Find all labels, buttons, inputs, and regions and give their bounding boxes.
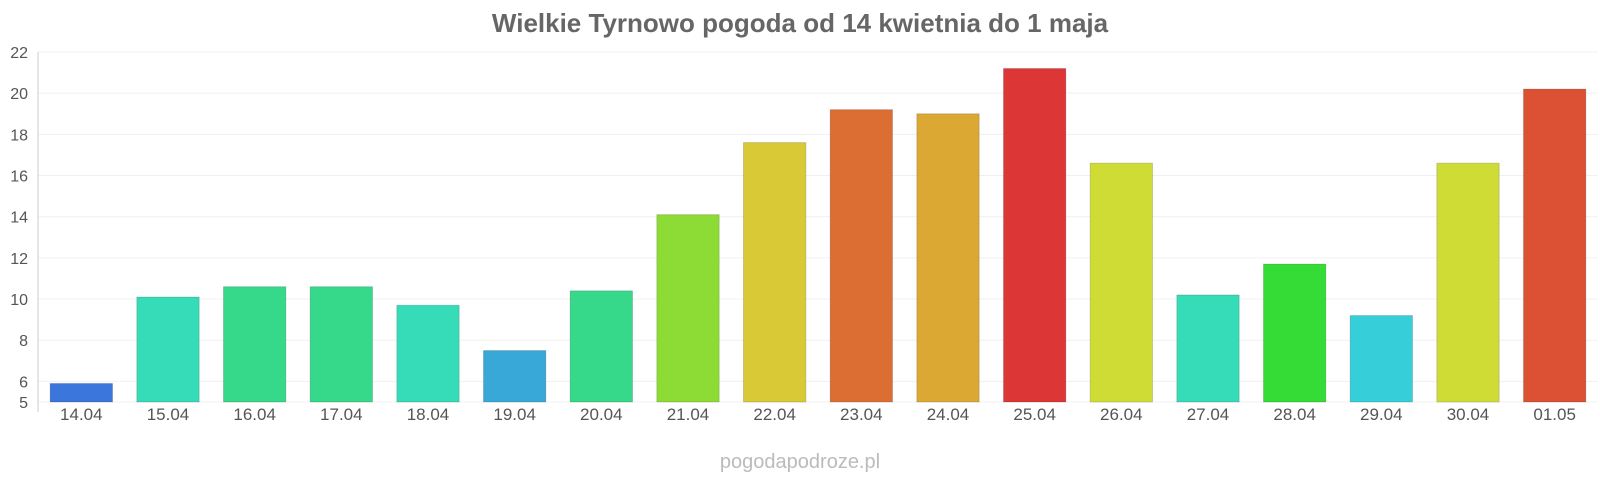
- bar-30.04: [1436, 162, 1500, 403]
- x-tick-label: 26.04: [1100, 405, 1143, 424]
- x-tick-label: 20.04: [580, 405, 623, 424]
- x-tick-label: 19.04: [493, 405, 536, 424]
- x-tick-label: 17.04: [320, 405, 363, 424]
- bar-20.04: [569, 290, 634, 403]
- x-tick-label: 27.04: [1187, 405, 1230, 424]
- y-tick-label: 6: [19, 374, 28, 391]
- bar-25.04: [1002, 67, 1067, 403]
- bar-17.04: [309, 286, 374, 403]
- bar-23.04: [829, 109, 894, 403]
- bar-18.04: [396, 304, 460, 403]
- y-tick-label: 10: [10, 292, 28, 309]
- y-tick-label: 5: [19, 395, 28, 412]
- bar-14.04: [49, 382, 114, 403]
- bars: [49, 67, 1587, 403]
- y-tick-label: 14: [10, 210, 28, 227]
- bar-15.04: [136, 296, 200, 403]
- x-tick-label: 28.04: [1273, 405, 1316, 424]
- bar-01.05: [1522, 88, 1587, 403]
- bar-22.04: [742, 142, 807, 403]
- x-tick-label: 25.04: [1013, 405, 1056, 424]
- y-tick-label: 8: [19, 333, 28, 350]
- x-tick-label: 18.04: [407, 405, 450, 424]
- y-tick-label: 16: [10, 169, 28, 186]
- x-tick-label: 16.04: [233, 405, 276, 424]
- bar-26.04: [1089, 162, 1154, 403]
- x-tick-label: 29.04: [1360, 405, 1403, 424]
- bar-27.04: [1176, 294, 1240, 403]
- y-tick-label: 22: [10, 45, 28, 62]
- x-axis-ticks: 14.04 15.04 16.04 17.04 18.04 19.04 20.04 21.04…: [60, 405, 1576, 424]
- x-tick-label: 24.04: [927, 405, 970, 424]
- x-tick-label: 22.04: [753, 405, 796, 424]
- y-axis-ticks: 5 6 8 10 12 14 16 18 20 22: [10, 45, 28, 412]
- x-tick-label: 14.04: [60, 405, 103, 424]
- bar-16.04: [222, 286, 287, 403]
- bar-24.04: [916, 113, 980, 403]
- x-tick-label: 21.04: [667, 405, 710, 424]
- x-tick-label: 30.04: [1447, 405, 1490, 424]
- y-tick-label: 20: [10, 86, 28, 103]
- bar-29.04: [1349, 315, 1414, 403]
- bar-21.04: [656, 214, 720, 403]
- bar-19.04: [482, 350, 547, 403]
- grid-lines: [38, 51, 1598, 403]
- x-tick-label: 01.05: [1533, 405, 1576, 424]
- y-tick-label: 18: [10, 127, 28, 144]
- x-tick-label: 15.04: [147, 405, 190, 424]
- footer-watermark: pogodapodroze.pl: [720, 451, 880, 473]
- y-tick-label: 12: [10, 251, 28, 268]
- x-tick-label: 23.04: [840, 405, 883, 424]
- chart-title: Wielkie Tyrnowo pogoda od 14 kwietnia do…: [492, 8, 1109, 38]
- bar-28.04: [1262, 263, 1327, 403]
